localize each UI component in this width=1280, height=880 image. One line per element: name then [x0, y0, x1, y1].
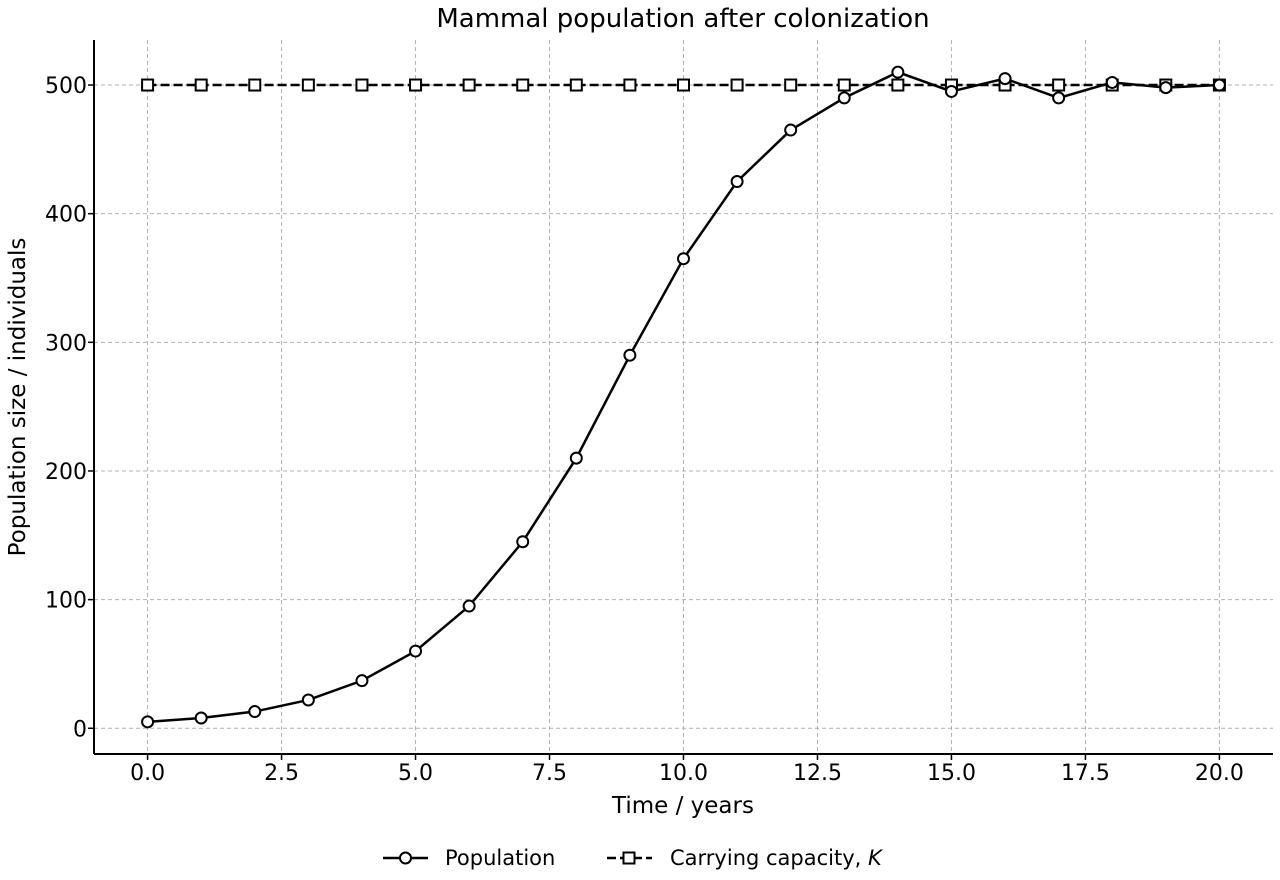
y-tick-label: 100	[45, 589, 87, 614]
population-point	[730, 175, 744, 189]
population-point	[248, 705, 262, 719]
carrying-capacity-point	[730, 78, 744, 92]
population-point	[784, 123, 798, 137]
carrying-capacity-point	[623, 78, 637, 92]
grid	[94, 40, 1273, 754]
legend-carrying-capacity-k: K	[868, 846, 884, 870]
population-point	[623, 348, 637, 362]
population-point	[569, 451, 583, 465]
population-point	[944, 84, 958, 98]
population-point	[677, 252, 690, 266]
x-tick-label: 15.0	[927, 761, 976, 786]
legend-population-label: Population	[445, 846, 555, 870]
carrying-capacity-point	[677, 78, 690, 92]
legend-item-carrying-capacity: Carrying capacity, K	[607, 846, 884, 870]
y-tick-label: 500	[45, 74, 87, 99]
population-point	[355, 674, 369, 688]
population-point	[516, 535, 530, 549]
y-tick-label: 0	[73, 717, 87, 742]
chart-title: Mammal population after colonization	[436, 4, 929, 34]
legend: Population Carrying capacity, K	[383, 846, 884, 870]
population-point	[194, 711, 208, 725]
legend-population-marker	[399, 851, 412, 865]
x-tick-label: 12.5	[793, 761, 842, 786]
carrying-capacity-point	[409, 78, 423, 92]
population-point	[1159, 81, 1173, 95]
carrying-capacity-point	[784, 78, 798, 92]
population-point	[409, 644, 423, 658]
legend-carrying-capacity-label: Carrying capacity, K	[670, 846, 884, 870]
carrying-capacity-point	[301, 78, 315, 92]
x-tick-label: 7.5	[532, 761, 567, 786]
ticks: 0.0 2.5 5.0 7.5 10.0 12.5 15.0 17.5 20.0 0 100 200 3…	[45, 74, 1244, 786]
population-point	[301, 693, 315, 707]
population-point	[1105, 75, 1119, 89]
population-point	[998, 72, 1012, 86]
carrying-capacity-point	[355, 78, 369, 92]
y-tick-label: 200	[45, 460, 87, 485]
y-tick-label: 400	[45, 203, 87, 228]
population-point	[462, 599, 476, 613]
carrying-capacity-point	[837, 78, 851, 92]
carrying-capacity-point	[569, 78, 583, 92]
legend-item-population: Population	[383, 846, 555, 870]
carrying-capacity-point	[1052, 78, 1066, 92]
carrying-capacity-point	[248, 78, 262, 92]
y-tick-label: 300	[45, 331, 87, 356]
x-tick-label: 2.5	[264, 761, 299, 786]
x-axis-label: Time / years	[611, 793, 754, 819]
carrying-capacity-point	[462, 78, 476, 92]
population-point	[1212, 78, 1226, 92]
x-tick-label: 17.5	[1061, 761, 1110, 786]
population-point	[141, 715, 155, 729]
carrying-capacity-point	[516, 78, 530, 92]
carrying-capacity-point	[141, 78, 155, 92]
x-tick-label: 20.0	[1195, 761, 1244, 786]
x-tick-label: 5.0	[398, 761, 433, 786]
y-axis-label: Population size / individuals	[5, 238, 31, 557]
carrying-capacity-point	[891, 78, 905, 92]
population-point	[837, 91, 851, 105]
x-tick-label: 10.0	[659, 761, 708, 786]
carrying-capacity-point	[194, 78, 208, 92]
legend-carrying-capacity-marker	[622, 851, 636, 865]
series-layer	[141, 65, 1226, 729]
population-point	[891, 65, 905, 79]
x-tick-label: 0.0	[130, 761, 165, 786]
population-point	[1052, 91, 1066, 105]
legend-carrying-capacity-text: Carrying capacity,	[670, 846, 868, 870]
